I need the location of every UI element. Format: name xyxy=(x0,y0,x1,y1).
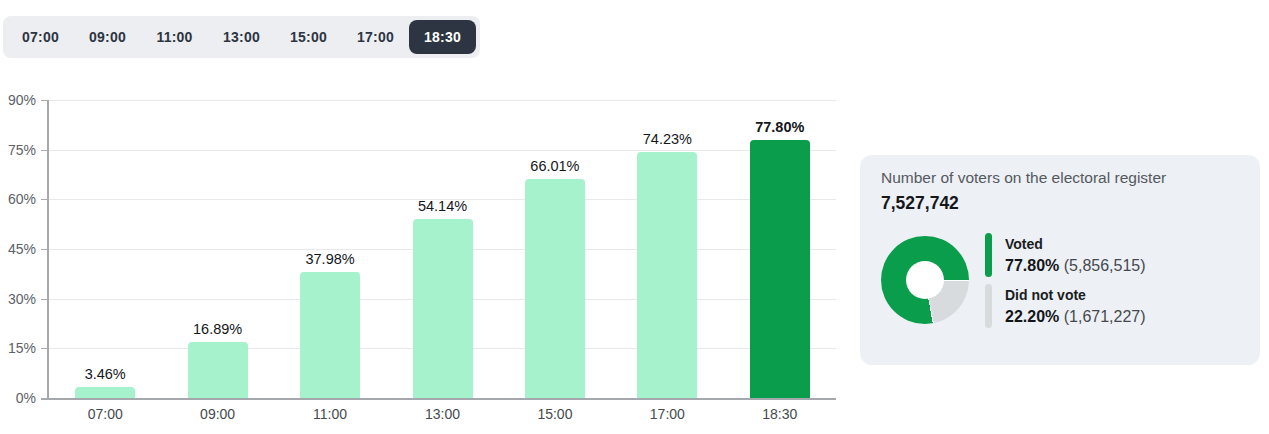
x-axis-label-1300: 13:00 xyxy=(425,406,460,422)
legend-swatch-did-not-vote xyxy=(985,284,992,328)
legend-swatch-voted xyxy=(985,233,992,277)
x-axis-line xyxy=(41,398,836,400)
bar-1300[interactable] xyxy=(413,219,473,398)
legend-item-did-not-vote: Did not vote22.20% (1,671,227) xyxy=(985,283,1146,328)
x-axis-label-0900: 09:00 xyxy=(200,406,235,422)
gridline-90 xyxy=(49,100,836,101)
x-axis-label-0700: 07:00 xyxy=(88,406,123,422)
turnout-bar-chart: 0% 15% 30% 45% 60% 75% 90% 3.46% 07:00 16.89% 09:0… xyxy=(0,0,850,434)
card-title: Number of voters on the electoral regist… xyxy=(881,169,1166,187)
x-axis-label-1830: 18:30 xyxy=(762,406,797,422)
bar-value-label-1300: 54.14% xyxy=(418,198,467,214)
legend-item-voted: Voted77.80% (5,856,515) xyxy=(985,232,1146,277)
y-tick-15 xyxy=(41,348,49,349)
y-tick-0 xyxy=(41,398,49,399)
y-tick-45 xyxy=(41,249,49,250)
bar-1500[interactable] xyxy=(525,179,585,398)
y-axis-label-90: 90% xyxy=(8,92,36,108)
bar-value-label-1700: 74.23% xyxy=(643,131,692,147)
x-axis-label-1500: 15:00 xyxy=(537,406,572,422)
y-axis-label-0: 0% xyxy=(16,390,36,406)
plot-area: 0%15%30%45%60%75%90%3.46%07:0016.89%09:0… xyxy=(49,100,836,398)
bar-1700[interactable] xyxy=(637,152,697,398)
x-axis-label-1700: 17:00 xyxy=(650,406,685,422)
bar-value-label-1830: 77.80% xyxy=(755,119,804,135)
bar-0900[interactable] xyxy=(188,342,248,398)
bar-value-label-1500: 66.01% xyxy=(530,158,579,174)
legend-label: Voted xyxy=(1005,232,1146,255)
legend-value: 77.80% (5,856,515) xyxy=(1005,255,1146,277)
y-axis-label-15: 15% xyxy=(8,340,36,356)
bar-1100[interactable] xyxy=(300,272,360,398)
y-tick-75 xyxy=(41,150,49,151)
donut-hole xyxy=(906,261,944,299)
bar-value-label-1100: 37.98% xyxy=(305,251,354,267)
electoral-register-card: Number of voters on the electoral regist… xyxy=(860,155,1260,365)
bar-1830[interactable] xyxy=(750,140,810,398)
y-tick-30 xyxy=(41,299,49,300)
bar-0700[interactable] xyxy=(75,387,135,398)
bar-value-label-0900: 16.89% xyxy=(193,321,242,337)
y-axis-label-60: 60% xyxy=(8,191,36,207)
bar-value-label-0700: 3.46% xyxy=(85,366,126,382)
donut-chart[interactable] xyxy=(881,236,969,324)
legend-label: Did not vote xyxy=(1005,283,1146,306)
y-axis-label-45: 45% xyxy=(8,241,36,257)
card-total: 7,527,742 xyxy=(881,193,959,214)
y-tick-60 xyxy=(41,199,49,200)
legend-value: 22.20% (1,671,227) xyxy=(1005,306,1146,328)
y-axis-label-30: 30% xyxy=(8,291,36,307)
gridline-75 xyxy=(49,150,836,151)
y-tick-90 xyxy=(41,100,49,101)
page: 07:00 09:00 11:00 13:00 15:00 17:00 18:30 0% 15… xyxy=(0,0,1269,434)
y-axis-label-75: 75% xyxy=(8,142,36,158)
donut-legend: Voted77.80% (5,856,515) Did not vote22.20… xyxy=(985,232,1146,334)
x-axis-label-1100: 11:00 xyxy=(313,406,347,422)
